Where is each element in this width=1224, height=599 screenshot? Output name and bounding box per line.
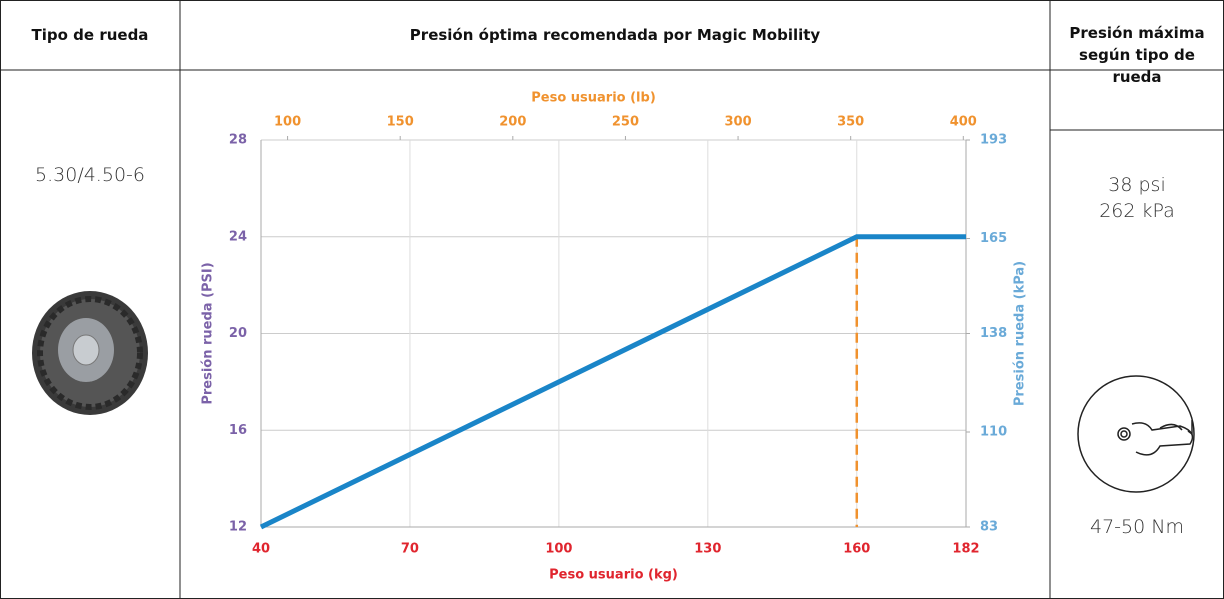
data-line — [259, 234, 966, 530]
y-tick-label: 24 — [229, 229, 247, 244]
max-psi: 38 psi — [1108, 174, 1166, 196]
y-tick-label: 28 — [229, 133, 247, 148]
y-tick-label: 16 — [229, 423, 247, 438]
y2-tick-label: 165 — [980, 231, 1007, 246]
x2-tick-label: 100 — [274, 115, 301, 130]
header-cell: Presión óptima recomendada por Magic Mob… — [409, 26, 821, 44]
x2-tick-label: 250 — [612, 115, 639, 130]
x-tick-label: 100 — [545, 542, 572, 557]
x2-tick-label: 400 — [950, 115, 977, 130]
torque: 47-50 Nm — [1090, 516, 1184, 538]
x-tick-label: 182 — [952, 542, 979, 557]
y2-tick-label: 83 — [980, 520, 998, 535]
x2-tick-label: 200 — [499, 115, 526, 130]
y-tick-label: 12 — [229, 520, 247, 535]
y2-tick-label: 138 — [980, 326, 1007, 341]
y2-axis-title: Presión rueda (kPa) — [1013, 261, 1028, 406]
x-axis-title: Peso usuario (kg) — [549, 568, 678, 583]
y-axis-title: Presión rueda (PSI) — [201, 262, 216, 404]
tire-size: 5.30/4.50-6 — [35, 164, 145, 186]
x-tick-label: 160 — [843, 542, 870, 557]
x-tick-label: 40 — [252, 542, 270, 557]
y2-tick-label: 110 — [980, 425, 1007, 440]
y-tick-label: 20 — [229, 326, 247, 341]
header-cell: Tipo de rueda — [31, 26, 149, 44]
tire-icon — [32, 291, 148, 415]
y2-tick-label: 193 — [980, 133, 1007, 148]
max-kpa: 262 kPa — [1099, 200, 1175, 222]
x2-tick-label: 350 — [837, 115, 864, 130]
x-tick-label: 130 — [694, 542, 721, 557]
x2-tick-label: 300 — [724, 115, 751, 130]
x-tick-label: 70 — [401, 542, 419, 557]
x2-axis-title: Peso usuario (lb) — [531, 91, 656, 106]
wrench-icon — [1077, 375, 1195, 493]
x2-tick-label: 150 — [387, 115, 414, 130]
header-cell: Presión máxima según tipo de rueda — [1069, 24, 1205, 86]
